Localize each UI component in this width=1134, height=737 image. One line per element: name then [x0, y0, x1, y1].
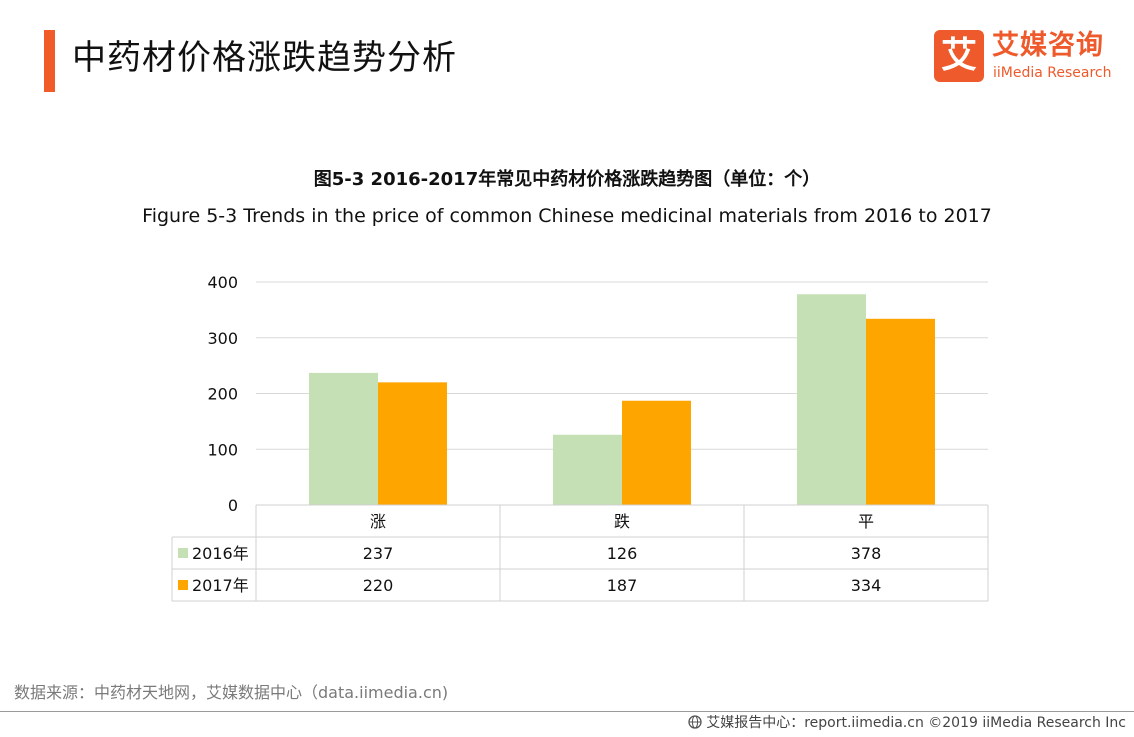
legend-key	[178, 548, 188, 558]
footer-credit-text: 艾媒报告中心：report.iimedia.cn ©2019 iiMedia R…	[706, 715, 1126, 731]
iimedia-logo: 艾 艾媒咨询 iiMedia Research	[934, 30, 1124, 86]
logo-chinese-text: 艾媒咨询	[992, 30, 1104, 61]
data-table-value: 237	[363, 544, 394, 563]
category-label: 跌	[614, 512, 630, 531]
footer-credit: 艾媒报告中心：report.iimedia.cn ©2019 iiMedia R…	[688, 713, 1126, 733]
data-table-value: 334	[851, 576, 882, 595]
legend-label: 2017年	[192, 576, 249, 595]
footer-divider	[0, 711, 1134, 712]
data-table-value: 187	[607, 576, 638, 595]
bar	[309, 372, 378, 505]
y-tick-label: 200	[207, 385, 238, 404]
bar	[378, 382, 447, 505]
data-source: 数据来源：中药材天地网，艾媒数据中心（data.iimedia.cn)	[14, 683, 449, 702]
bar	[553, 434, 622, 505]
bar	[866, 318, 935, 505]
logo-english-text: iiMedia Research	[993, 65, 1112, 81]
bar	[797, 294, 866, 505]
chart-subtitle: Figure 5-3 Trends in the price of common…	[142, 205, 992, 227]
data-table-value: 126	[607, 544, 638, 563]
y-tick-label: 0	[228, 496, 238, 515]
legend-label: 2016年	[192, 544, 249, 563]
title-accent-bar	[44, 30, 55, 92]
legend-key	[178, 580, 188, 590]
logo-mark-icon: 艾	[934, 30, 984, 82]
chart-title: 图5-3 2016-2017年常见中药材价格涨跌趋势图（单位：个）	[313, 169, 821, 190]
y-tick-label: 100	[207, 440, 238, 459]
data-table-value: 378	[851, 544, 882, 563]
y-tick-label: 400	[207, 273, 238, 292]
category-label: 平	[858, 512, 874, 531]
bar	[622, 400, 691, 505]
data-table-value: 220	[363, 576, 394, 595]
category-label: 涨	[370, 512, 386, 531]
page-title: 中药材价格涨跌趋势分析	[72, 38, 457, 78]
globe-icon	[688, 715, 702, 729]
y-tick-label: 300	[207, 329, 238, 348]
